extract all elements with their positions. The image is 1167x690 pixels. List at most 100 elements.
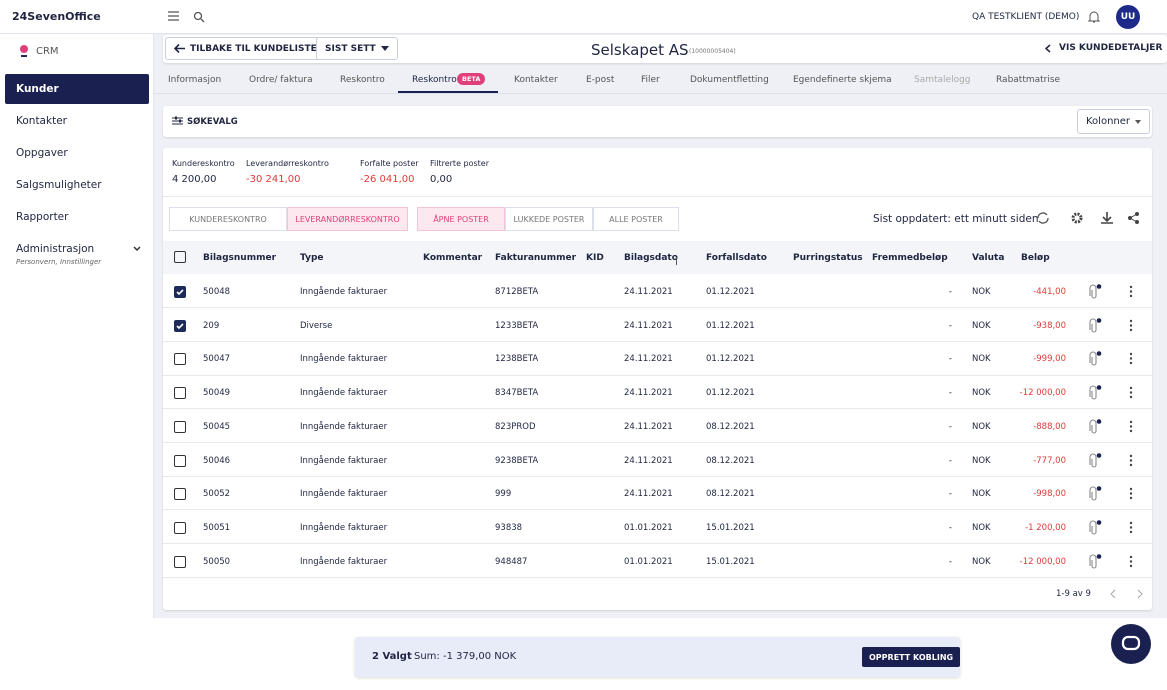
cell-bilagsnummer: 50050 (203, 556, 231, 567)
tab[interactable]: Reskontro (340, 75, 385, 85)
recent-button[interactable]: SIST SETT (316, 37, 398, 60)
column-header[interactable]: Fremmedbeløp (872, 253, 948, 263)
summary-value: 0,00 (430, 174, 453, 185)
cell-fakturanummer: 1233BETA (495, 320, 539, 331)
cell-bilagsnummer: 50046 (203, 455, 231, 466)
summary-divider (163, 196, 1152, 197)
cell-fakturanummer: 823PROD (495, 421, 536, 432)
column-header[interactable]: Valuta (972, 253, 1005, 263)
row-actions[interactable] (1088, 553, 1138, 570)
tab[interactable]: Filer (641, 75, 660, 85)
cell-type: Inngående fakturaer (300, 489, 388, 500)
cell-fremmedbelop: - (948, 320, 952, 331)
row-actions[interactable] (1088, 385, 1138, 401)
tab[interactable]: E-post (586, 75, 615, 85)
selection-bar (355, 637, 960, 677)
column-header[interactable]: Purringstatus (793, 253, 863, 263)
nav-item[interactable]: Rapporter (16, 211, 69, 223)
row-divider (163, 442, 1152, 443)
column-header[interactable]: Fakturanummer (495, 253, 577, 263)
search-options[interactable]: SØKEVALG (187, 117, 238, 127)
nav-item[interactable]: Salgsmuligheter (16, 179, 102, 191)
client-name[interactable]: QA TESTKLIENT (DEMO) (972, 12, 1080, 22)
details-link[interactable]: VIS KUNDEDETALJER (1059, 43, 1163, 53)
cell-type: Inngående fakturaer (300, 354, 388, 365)
tab[interactable]: Informasjon (168, 75, 222, 85)
nav-item[interactable]: Kunder (16, 83, 59, 95)
column-header[interactable]: Bilagsnummer (203, 253, 277, 263)
expand-chevron[interactable] (133, 246, 141, 252)
page-arrows[interactable] (1110, 589, 1144, 599)
back-button[interactable]: TILBAKE TIL KUNDELISTE (165, 37, 326, 60)
tab[interactable]: Rabattmatrise (996, 75, 1061, 85)
toggle-button[interactable]: LUKKEDE POSTER (505, 207, 593, 231)
cell-valuta: NOK (972, 287, 991, 297)
row-actions[interactable] (1088, 486, 1138, 502)
cell-forfallsdato: 15.01.2021 (706, 522, 755, 533)
row-actions[interactable] (1088, 317, 1138, 334)
row-actions[interactable] (1088, 452, 1138, 469)
sort-arrow (676, 257, 677, 265)
nav-item[interactable]: Oppgaver (16, 147, 68, 159)
selected-count: 2 Valgt (372, 651, 412, 662)
row-checkbox[interactable] (174, 286, 186, 298)
row-checkbox[interactable] (174, 454, 186, 467)
create-link-button[interactable]: OPPRETT KOBLING (862, 647, 961, 667)
cell-bilagsnummer: 50051 (203, 522, 231, 533)
nav-item[interactable]: Kontakter (16, 115, 67, 127)
summary-label: Leverandørreskontro (246, 159, 329, 168)
active-tab-underline (398, 91, 498, 93)
cell-fremmedbelop: - (948, 388, 952, 399)
toggle-button[interactable]: ÅPNE POSTER (417, 207, 505, 231)
tab[interactable]: Kontakter (514, 75, 558, 85)
tab[interactable]: Dokumentfletting (690, 75, 769, 85)
column-header[interactable]: Type (300, 253, 324, 263)
column-header[interactable]: Forfallsdato (706, 253, 767, 263)
logo[interactable]: 24SevenOffice (12, 10, 101, 23)
row-actions[interactable] (1088, 351, 1138, 367)
menu-search-icons[interactable] (168, 11, 208, 23)
cell-valuta: NOK (972, 455, 991, 466)
toggle-button[interactable]: LEVERANDØRRESKONTRO (287, 207, 408, 231)
row-checkbox[interactable] (174, 353, 186, 366)
row-checkbox[interactable] (174, 521, 186, 534)
table-header (163, 241, 1152, 274)
module-name[interactable]: CRM (36, 46, 59, 57)
row-checkbox[interactable] (174, 319, 186, 332)
cell-bilagsnummer: 50045 (203, 421, 231, 432)
column-header[interactable]: Bilagsdato (624, 253, 678, 263)
cell-fakturanummer: 948487 (495, 556, 528, 567)
cell-valuta: NOK (972, 421, 991, 432)
column-header[interactable]: Kommentar (423, 253, 483, 263)
header-checkbox[interactable] (174, 251, 186, 263)
toggle-button[interactable]: ALLE POSTER (593, 207, 679, 231)
row-divider (163, 576, 1152, 578)
search-card (163, 106, 1152, 137)
column-header[interactable]: KID (586, 253, 604, 263)
toggle-button[interactable]: KUNDERESKONTRO (169, 207, 287, 231)
columns-button[interactable]: Kolonner (1077, 109, 1151, 134)
cell-belop: -777,00 (1033, 455, 1066, 466)
tab[interactable]: Ordre/ faktura (249, 75, 313, 85)
toolbar-icons[interactable] (1036, 211, 1146, 225)
tab[interactable]: Reskontro (412, 75, 457, 85)
customer-number: (10000005404) (689, 48, 736, 55)
row-actions[interactable] (1088, 284, 1138, 300)
row-actions[interactable] (1088, 520, 1138, 536)
cell-fakturanummer: 93838 (495, 522, 523, 533)
column-header[interactable]: Beløp (1021, 253, 1050, 263)
bell-icon[interactable] (1088, 10, 1100, 23)
nav-item[interactable]: Administrasjon (16, 243, 95, 255)
cell-type: Inngående fakturaer (300, 522, 388, 533)
row-checkbox[interactable] (174, 387, 186, 400)
avatar[interactable]: UU (1116, 5, 1140, 29)
chat-button[interactable] (1111, 624, 1151, 664)
cell-forfallsdato: 08.12.2021 (706, 489, 755, 500)
row-checkbox[interactable] (174, 488, 186, 501)
crm-icon (20, 45, 28, 57)
row-checkbox[interactable] (174, 555, 186, 568)
tab[interactable]: Egendefinerte skjema (793, 75, 892, 85)
cell-belop: -1 200,00 (1025, 522, 1066, 533)
row-checkbox[interactable] (174, 420, 186, 433)
row-actions[interactable] (1088, 418, 1138, 435)
